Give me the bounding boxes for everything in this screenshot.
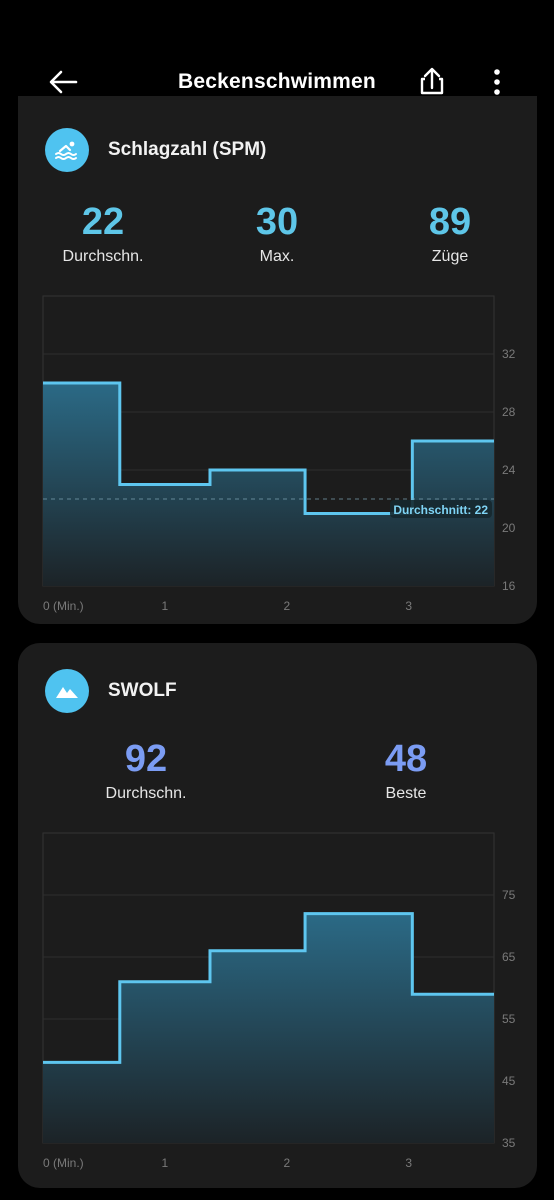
spm-max-label: Max. xyxy=(259,248,295,265)
more-options-button[interactable] xyxy=(484,62,510,102)
back-button[interactable] xyxy=(44,62,84,102)
spm-stat-max: 30 Max. xyxy=(207,202,347,266)
spm-card-title: Schlagzahl (SPM) xyxy=(108,139,267,160)
swolf-chart: 75 65 55 45 35 0 (Min.) 1 2 3 xyxy=(42,832,516,1170)
spm-max-value: 30 xyxy=(255,201,299,243)
y-tick-label: 45 xyxy=(502,1074,516,1088)
x-tick-label: 1 xyxy=(162,599,169,613)
swolf-stat-average: 92 Durchschn. xyxy=(76,739,216,803)
x-tick-label: 3 xyxy=(405,599,412,613)
y-tick-label: 55 xyxy=(502,1012,516,1026)
y-tick-label: 28 xyxy=(502,405,516,419)
x-tick-label: 1 xyxy=(162,1156,169,1170)
y-tick-label: 75 xyxy=(502,888,516,902)
swolf-average-label: Durchschn. xyxy=(105,785,187,802)
x-tick-label: 0 (Min.) xyxy=(43,1156,84,1170)
y-tick-label: 24 xyxy=(502,463,516,477)
y-tick-label: 16 xyxy=(502,579,516,593)
swolf-card: SWOLF 92 Durchschn. 48 Beste 75 65 55 45 35 0… xyxy=(18,643,537,1188)
page-title: Beckenschwimmen xyxy=(178,70,376,93)
swolf-average-value: 92 xyxy=(124,738,168,780)
swolf-best-label: Beste xyxy=(385,785,427,802)
swolf-stat-best: 48 Beste xyxy=(336,739,476,803)
series-line xyxy=(43,381,494,515)
swimming-icon xyxy=(45,128,89,172)
series-area xyxy=(43,913,494,1143)
x-tick-label: 2 xyxy=(283,1156,290,1170)
spm-average-value: 22 xyxy=(81,201,125,243)
spm-strokes-label: Züge xyxy=(431,248,469,265)
y-tick-label: 35 xyxy=(502,1136,516,1150)
spm-stat-strokes: 89 Züge xyxy=(380,202,520,266)
y-tick-label: 32 xyxy=(502,347,516,361)
x-tick-label: 0 (Min.) xyxy=(43,599,84,613)
series-area xyxy=(43,383,494,586)
arrow-left-icon xyxy=(49,70,78,94)
average-label: Durchschnitt: 22 xyxy=(393,503,488,517)
x-tick-label: 2 xyxy=(283,599,290,613)
spm-chart: 32 28 24 20 16 0 (Min.) 1 2 3 Durchschnitt: 22 xyxy=(42,295,516,613)
average-label-bg xyxy=(390,500,492,518)
spm-average-label: Durchschn. xyxy=(62,248,144,265)
swolf-best-value: 48 xyxy=(384,738,428,780)
spm-strokes-value: 89 xyxy=(428,201,472,243)
share-icon xyxy=(420,67,444,95)
x-tick-label: 3 xyxy=(405,1156,412,1170)
mountain-icon xyxy=(45,669,89,713)
spm-stat-average: 22 Durchschn. xyxy=(33,202,173,266)
y-tick-label: 65 xyxy=(502,950,516,964)
share-button[interactable] xyxy=(414,62,450,102)
swolf-card-title: SWOLF xyxy=(108,680,177,701)
spm-card: Schlagzahl (SPM) 22 Durchschn. 30 Max. 8… xyxy=(18,96,537,624)
more-vertical-icon xyxy=(494,69,500,95)
y-tick-label: 20 xyxy=(502,521,516,535)
series-line xyxy=(43,912,494,1064)
